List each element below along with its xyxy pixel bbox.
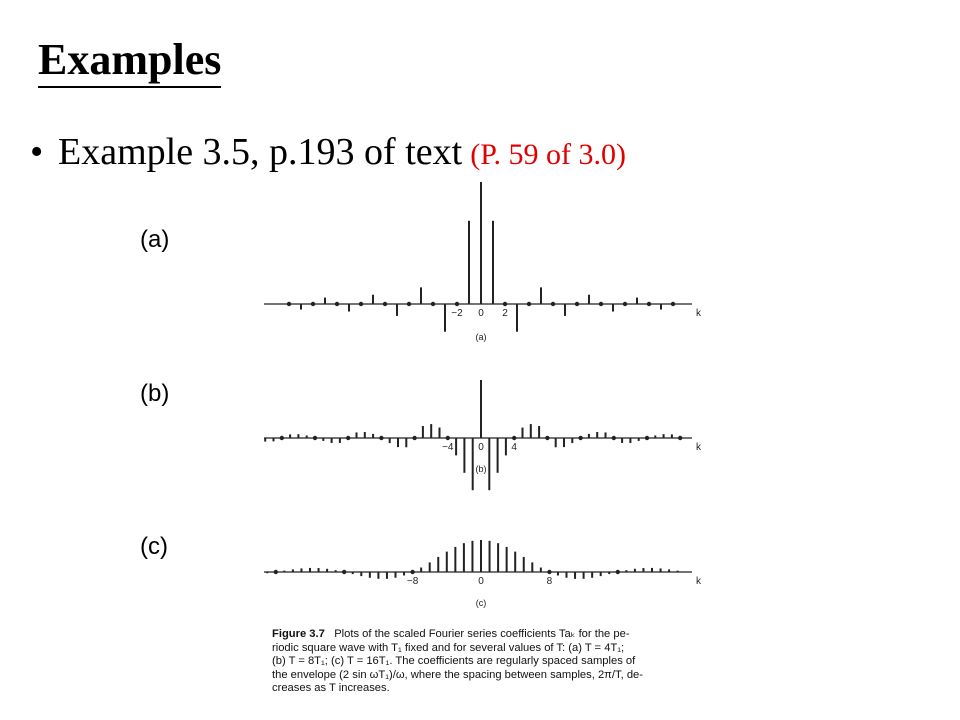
zero-dot	[445, 435, 450, 441]
zero-dot	[273, 569, 278, 575]
zero-dot	[646, 301, 652, 307]
caption-line-1: Figure 3.7 Plots of the scaled Fourier s…	[272, 628, 692, 642]
zero-dot	[334, 301, 340, 307]
axis-k-label: k	[696, 442, 702, 453]
zero-dot	[622, 301, 628, 307]
zero-dot	[547, 569, 552, 575]
zero-dot	[312, 435, 318, 441]
zero-dot	[382, 301, 388, 307]
zero-dot	[598, 301, 604, 307]
tick-label: −8	[407, 576, 419, 587]
zero-dot	[611, 435, 616, 441]
tick-label: 2	[502, 308, 508, 319]
panel-sublabel: (c)	[476, 598, 487, 608]
zero-dot	[454, 301, 460, 307]
zero-dot	[342, 569, 347, 575]
caption-line-2: riodic square wave with T₁ fixed and for…	[272, 641, 625, 654]
axis-k-label: k	[696, 308, 702, 319]
zero-dot	[406, 301, 412, 307]
zero-dot	[310, 301, 316, 307]
zero-dot	[412, 435, 417, 441]
tick-label: −2	[451, 308, 463, 319]
bullet-text: Example 3.5, p.193 of text	[58, 131, 463, 173]
zero-dot	[574, 301, 580, 307]
caption-text-1: Plots of the scaled Fourier series coeff…	[334, 628, 630, 640]
caption-line-3: (b) T = 8T₁; (c) T = 16T₁. The coefficie…	[272, 655, 636, 668]
zero-dot	[615, 569, 620, 575]
figure-caption: Figure 3.7 Plots of the scaled Fourier s…	[272, 628, 692, 696]
zero-dot	[430, 301, 436, 307]
caption-line-5: creases as T increases.	[272, 682, 390, 695]
zero-dot	[526, 301, 532, 307]
caption-label: Figure 3.7	[272, 628, 325, 640]
zero-dot	[678, 435, 683, 441]
tick-label: −4	[442, 442, 454, 453]
zero-dot	[286, 301, 292, 307]
zero-dot	[670, 301, 676, 307]
zero-dot	[279, 435, 284, 441]
panel-label-a: (a)	[140, 226, 170, 253]
zero-dot	[545, 435, 550, 441]
tick-label: 0	[478, 308, 484, 319]
panel-sublabel: (b)	[476, 464, 487, 474]
panel-sublabel: (a)	[476, 332, 487, 342]
bullet-reference: (P. 59 of 3.0)	[470, 138, 627, 171]
tick-label: 0	[478, 442, 484, 453]
zero-dot	[644, 435, 650, 441]
slide-title: Examples	[38, 36, 222, 88]
panel-label-c: (c)	[140, 533, 168, 560]
tick-label: 0	[478, 576, 484, 587]
bullet-item: • Example 3.5, p.193 of text (P. 59 of 3.0…	[30, 130, 626, 174]
caption-line-4: the envelope (2 sin ωT₁)/ω, where the sp…	[272, 668, 643, 681]
zero-dot	[578, 435, 583, 441]
panel-label-b: (b)	[140, 380, 170, 407]
zero-dot	[358, 301, 364, 307]
axis-k-label: k	[696, 576, 702, 587]
zero-dot	[379, 435, 384, 441]
tick-label: 8	[547, 576, 553, 587]
zero-dot	[346, 435, 351, 441]
zero-dot	[512, 435, 517, 441]
zero-dot	[550, 301, 556, 307]
zero-dot	[502, 301, 508, 307]
tick-label: 4	[511, 442, 517, 453]
bullet-dot: •	[30, 131, 44, 173]
zero-dot	[410, 569, 415, 575]
